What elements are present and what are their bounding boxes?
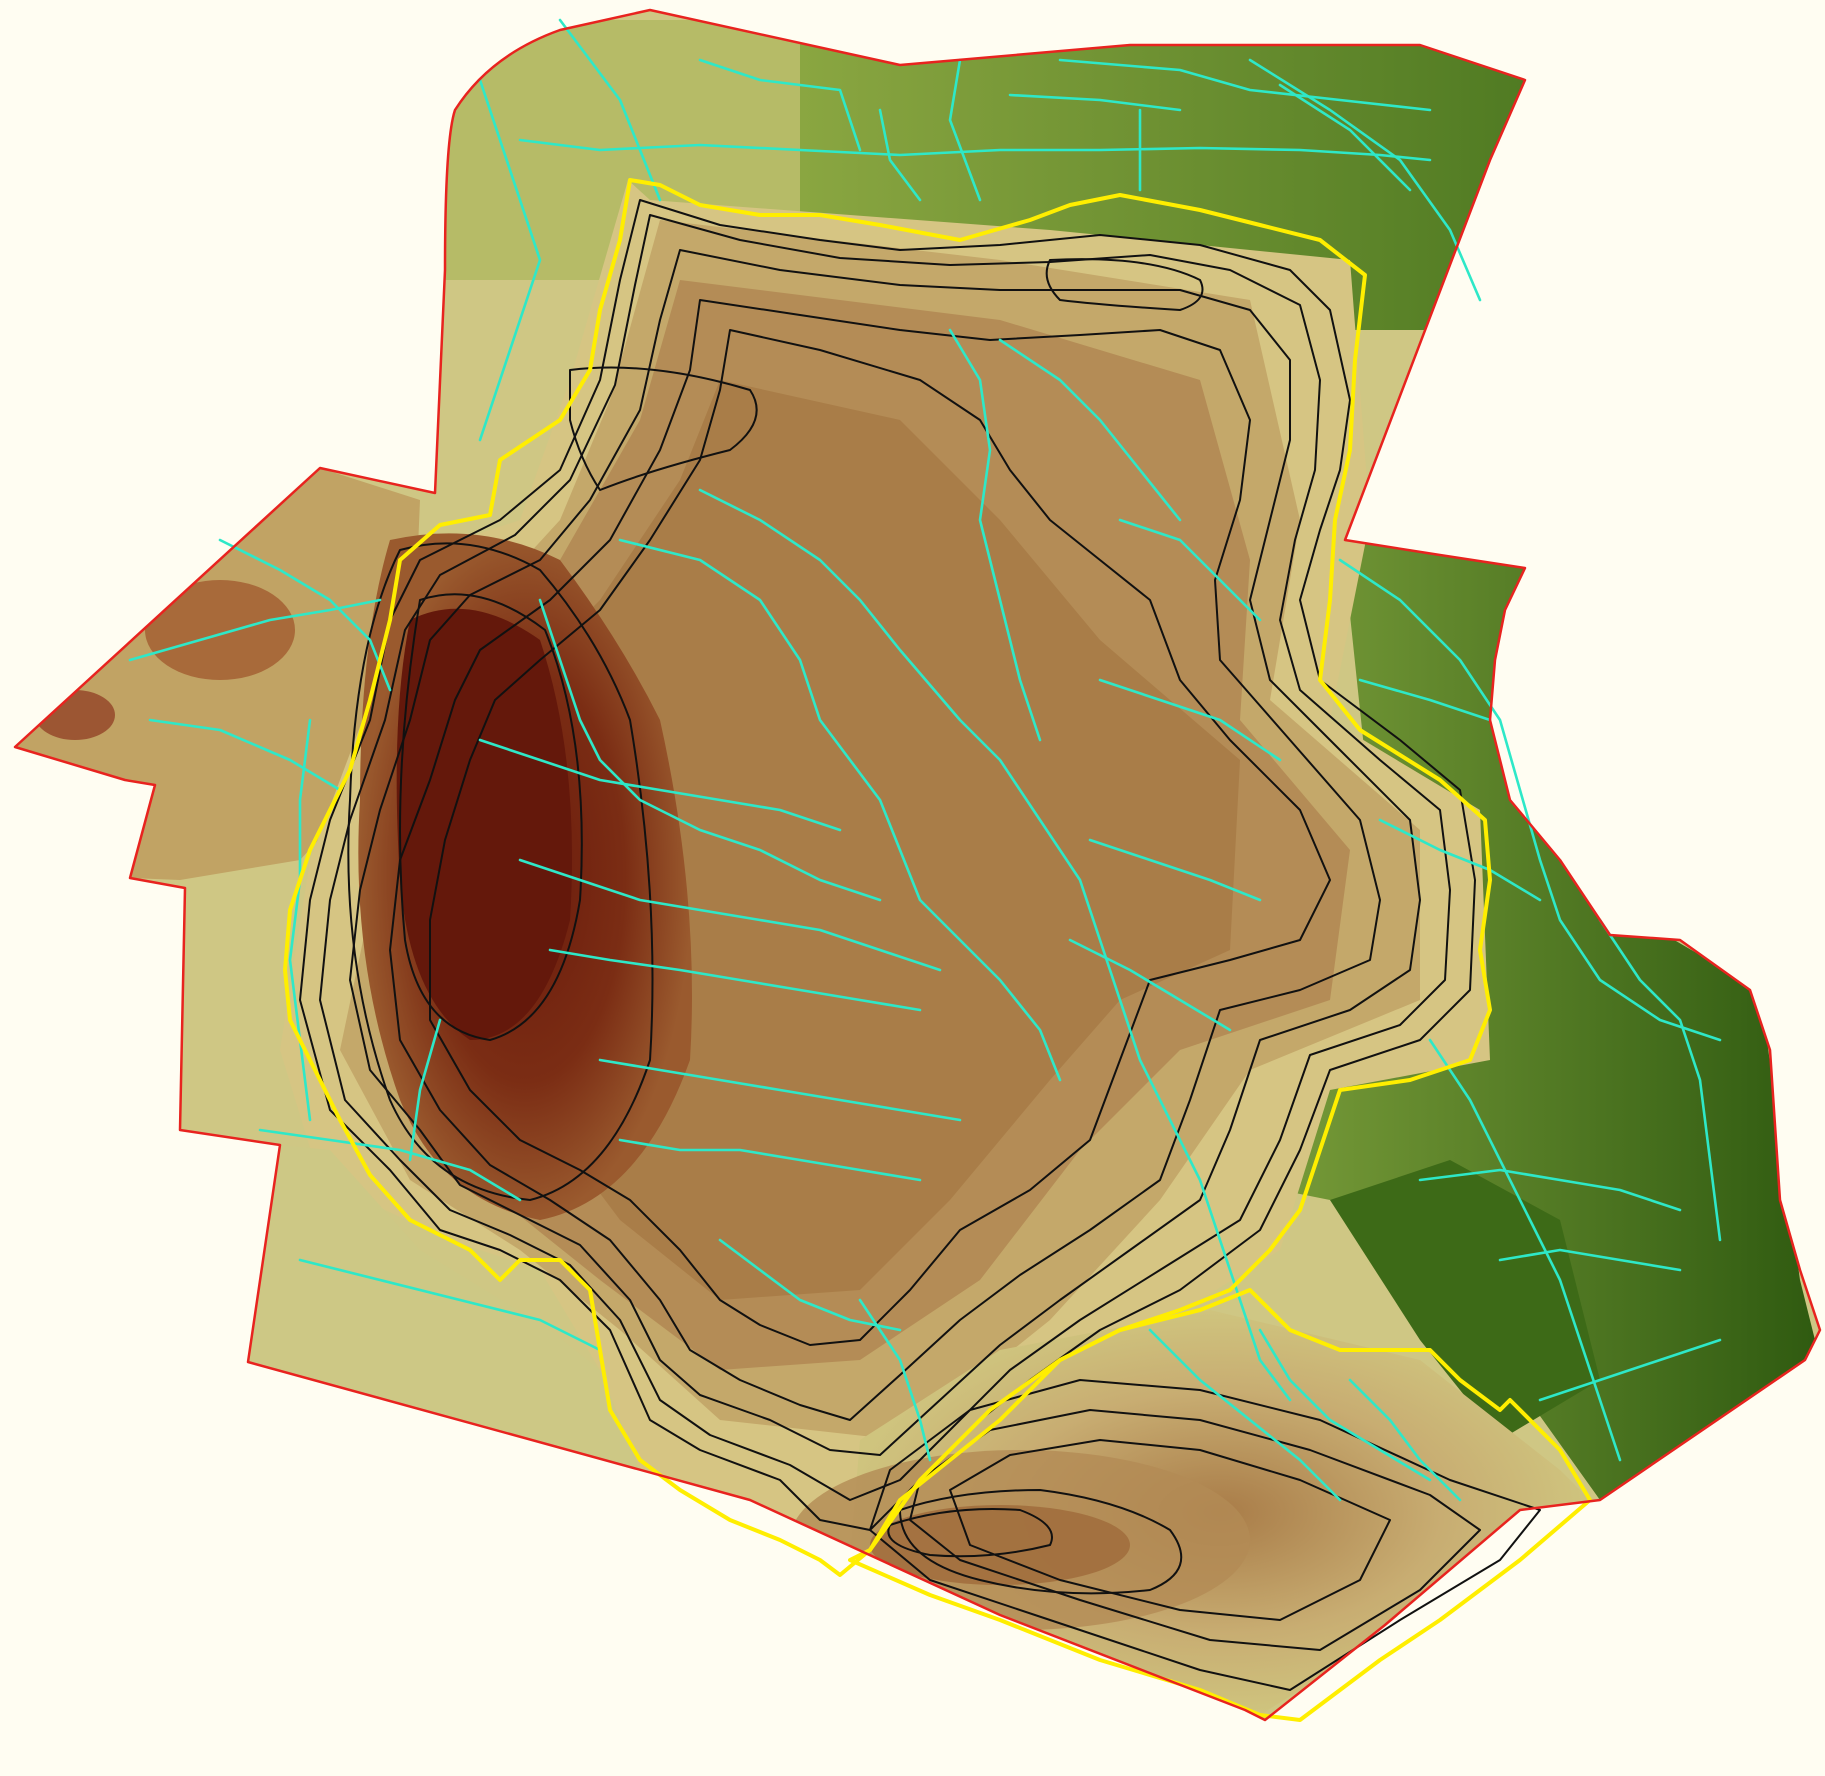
stream-east-6 bbox=[1498, 1248, 1682, 1272]
stream-nw-1 bbox=[128, 598, 382, 662]
stream-w-trunk bbox=[288, 718, 312, 1122]
stream-w-1 bbox=[538, 598, 882, 902]
stream-east-5 bbox=[1418, 1168, 1682, 1212]
watershed-main bbox=[283, 178, 1492, 1577]
stream-east-8 bbox=[1428, 1038, 1622, 1462]
stream-w-5 bbox=[598, 1058, 962, 1122]
stream-w-3 bbox=[518, 858, 942, 972]
contour-3 bbox=[349, 249, 1421, 1456]
stream-east-2 bbox=[1358, 678, 1492, 722]
contour-south-1 bbox=[869, 1379, 1541, 1691]
stream-trunk-2 bbox=[948, 328, 1042, 742]
stream-w-7 bbox=[718, 1238, 902, 1332]
stream-north-canal bbox=[518, 138, 1432, 162]
outer-boundary bbox=[13, 8, 1822, 1722]
contour-5 bbox=[429, 329, 1331, 1346]
stream-e-5 bbox=[998, 338, 1182, 522]
stream-network bbox=[128, 18, 1722, 1502]
stream-s-2 bbox=[1258, 1328, 1432, 1482]
contour-south-2 bbox=[909, 1409, 1481, 1651]
contour-2 bbox=[319, 214, 1451, 1501]
stream-trunk-3 bbox=[618, 538, 1062, 1082]
stream-east-3 bbox=[1378, 818, 1542, 902]
contour-south-5 bbox=[887, 1508, 1053, 1558]
stream-sw-1 bbox=[258, 1128, 522, 1202]
stream-nw-canal bbox=[478, 78, 542, 442]
stream-n-8 bbox=[1008, 93, 1182, 112]
contour-4 bbox=[389, 299, 1381, 1421]
watershed-south bbox=[848, 1288, 1592, 1722]
stream-north-2 bbox=[1058, 58, 1432, 112]
stream-e-1 bbox=[1118, 518, 1262, 622]
contour-core-1 bbox=[347, 542, 654, 1201]
stream-n-6 bbox=[948, 58, 982, 202]
stream-e-4 bbox=[1068, 938, 1232, 1032]
contour-knob-2 bbox=[1045, 258, 1204, 311]
stream-east-4 bbox=[1598, 918, 1722, 1242]
stream-nw-3 bbox=[148, 718, 342, 792]
stream-w-4 bbox=[548, 948, 922, 1012]
contour-south-4 bbox=[899, 1489, 1183, 1595]
contour-core-2 bbox=[399, 593, 583, 1041]
stream-e-2 bbox=[1098, 678, 1282, 762]
stream-w-8 bbox=[858, 1298, 932, 1462]
stream-nw-2 bbox=[218, 538, 392, 692]
stream-e-3 bbox=[1088, 838, 1262, 902]
stream-s-1 bbox=[1148, 1328, 1342, 1502]
contour-south-3 bbox=[949, 1439, 1391, 1621]
stream-n-5 bbox=[878, 108, 922, 202]
stream-trunk-1 bbox=[698, 488, 1292, 1402]
stream-w-2 bbox=[478, 738, 842, 832]
stream-ne-diagonal bbox=[1248, 58, 1482, 302]
stream-east-7 bbox=[1538, 1338, 1722, 1402]
stream-n-3 bbox=[558, 18, 662, 202]
stream-w-6 bbox=[618, 1138, 922, 1182]
stream-ne-diagonal-2 bbox=[1278, 83, 1412, 192]
stream-s-3 bbox=[1348, 1378, 1462, 1502]
stream-n-4 bbox=[698, 58, 862, 152]
contour-knob-1 bbox=[569, 366, 758, 491]
stream-sw-2 bbox=[298, 1258, 602, 1352]
stream-sw-3 bbox=[408, 1018, 442, 1162]
watershed-boundaries bbox=[283, 178, 1592, 1722]
